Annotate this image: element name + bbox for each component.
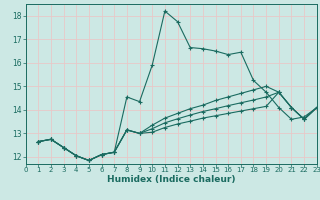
X-axis label: Humidex (Indice chaleur): Humidex (Indice chaleur): [107, 175, 236, 184]
